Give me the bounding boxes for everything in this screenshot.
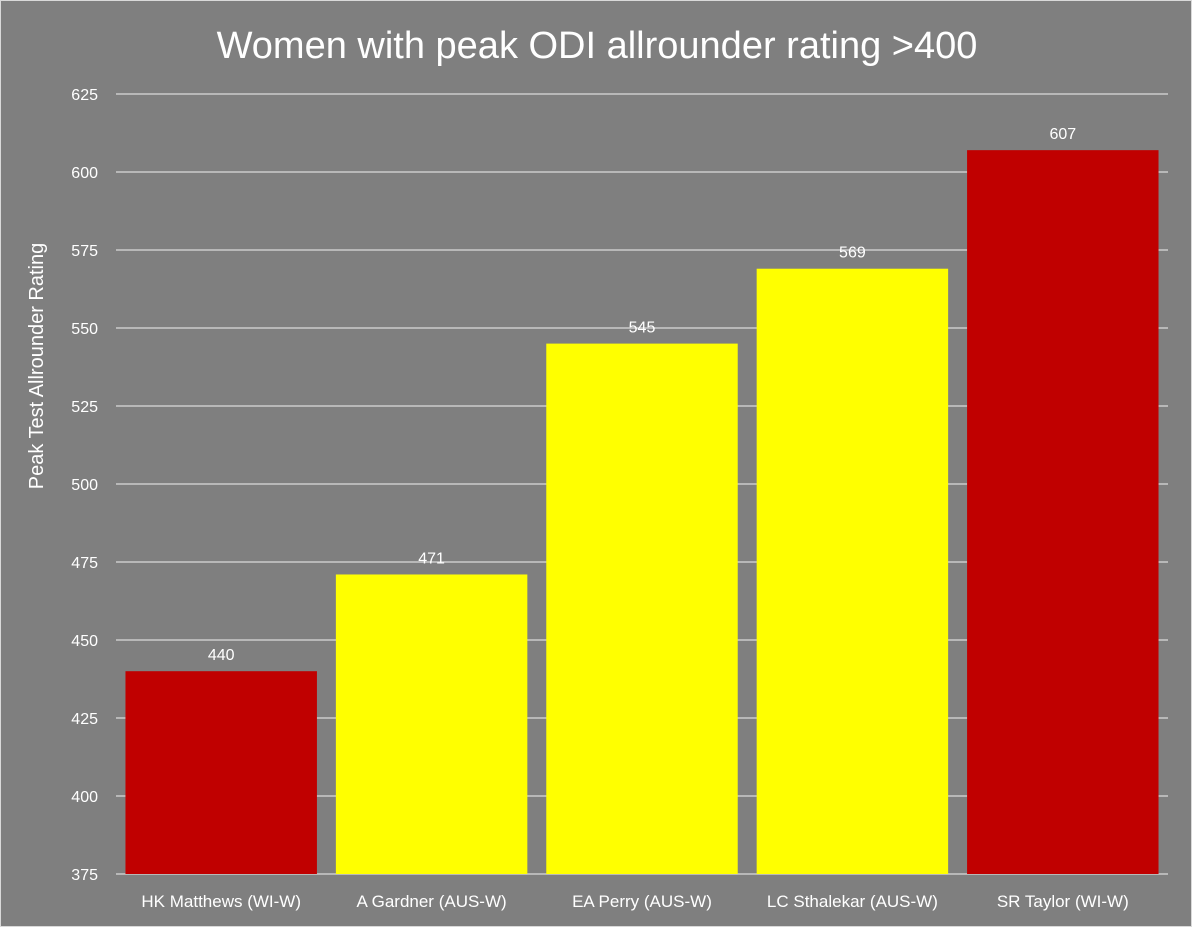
bars [125, 150, 1159, 875]
data-label: 607 [1049, 126, 1076, 143]
bar [546, 343, 738, 875]
data-label: 440 [208, 647, 235, 664]
y-tick-label: 375 [71, 867, 98, 884]
bar [335, 574, 528, 874]
data-label: 569 [839, 245, 866, 262]
labels: 375 400 425 450 475 500 525 550 575 600 625 440 HK M… [71, 87, 1128, 911]
y-tick-label: 600 [71, 165, 98, 182]
data-label: 545 [629, 320, 656, 337]
bar [967, 150, 1159, 874]
y-tick-label: 450 [71, 633, 98, 650]
y-tick-label: 625 [71, 87, 98, 104]
bar [756, 268, 949, 875]
bar [125, 671, 317, 874]
x-tick-label: EA Perry (AUS-W) [572, 892, 712, 911]
y-tick-label: 475 [71, 555, 98, 572]
y-tick-label: 400 [71, 789, 98, 806]
x-tick-label: HK Matthews (WI-W) [141, 892, 301, 911]
y-tick-label: 550 [71, 321, 98, 338]
y-tick-label: 500 [71, 477, 98, 494]
x-tick-label: SR Taylor (WI-W) [997, 892, 1129, 911]
y-tick-label: 425 [71, 711, 98, 728]
y-axis-label: Peak Test Allrounder Rating [26, 243, 48, 489]
data-label: 471 [418, 550, 445, 567]
y-tick-label: 525 [71, 399, 98, 416]
chart-title: Women with peak ODI allrounder rating >4… [217, 25, 978, 67]
x-tick-label: LC Sthalekar (AUS-W) [767, 892, 938, 911]
x-tick-label: A Gardner (AUS-W) [356, 892, 506, 911]
y-tick-label: 575 [71, 243, 98, 260]
